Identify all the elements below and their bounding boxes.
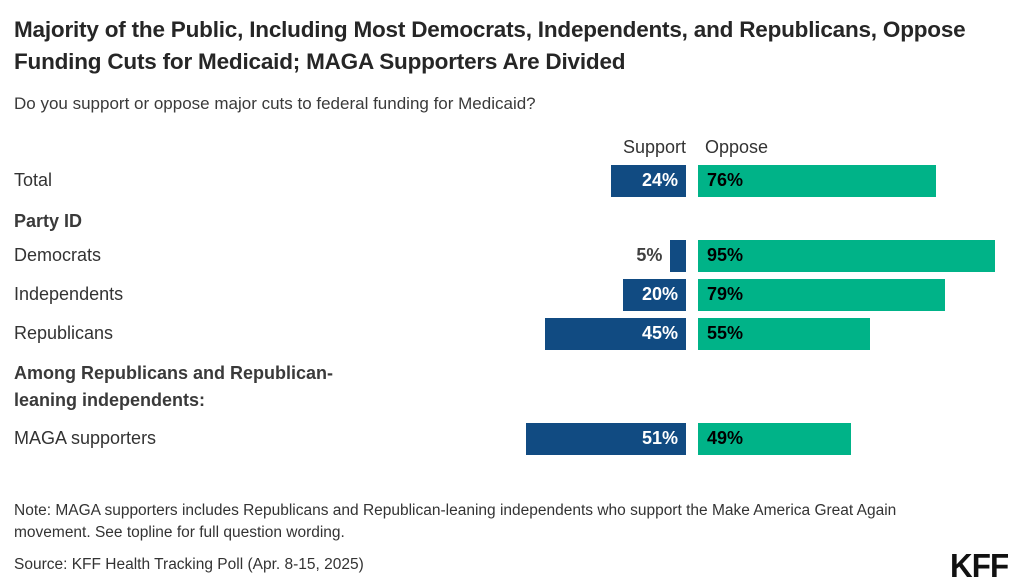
- support-cell: 24%: [373, 164, 686, 197]
- oppose-bar: 49%: [698, 422, 852, 455]
- series-label-support: Support: [622, 136, 686, 157]
- chart-title: Majority of the Public, Including Most D…: [14, 17, 966, 74]
- chart-bar-row: Total 24% 76%: [14, 164, 1011, 197]
- support-value: 51%: [641, 428, 678, 449]
- oppose-bar: 95%: [698, 239, 996, 272]
- support-bar: 24%: [610, 164, 686, 197]
- row-label: Independents: [14, 284, 124, 305]
- support-cell: 5%: [373, 239, 686, 272]
- oppose-value: 55%: [707, 323, 744, 344]
- section-label: Among Republicans and Republican-leaning…: [14, 362, 334, 410]
- support-cell: 51%: [373, 422, 686, 455]
- oppose-bar: 79%: [698, 278, 946, 311]
- support-value: 20%: [641, 284, 678, 305]
- support-bar: 45%: [545, 317, 686, 350]
- support-cell: 20%: [373, 278, 686, 311]
- chart-source: Source: KFF Health Tracking Poll (Apr. 8…: [14, 556, 364, 574]
- chart-note: Note: MAGA supporters includes Republica…: [14, 501, 897, 541]
- oppose-bar: 76%: [698, 164, 936, 197]
- oppose-cell: 76%: [698, 164, 1011, 197]
- support-bar: 20%: [623, 278, 686, 311]
- oppose-value: 95%: [707, 245, 744, 266]
- support-cell: 45%: [373, 317, 686, 350]
- oppose-cell: 79%: [698, 278, 1011, 311]
- row-label: MAGA supporters: [14, 428, 157, 449]
- support-bar: 51%: [526, 422, 686, 455]
- support-value: 45%: [641, 323, 678, 344]
- chart-section-row: Party ID: [14, 204, 1011, 240]
- kff-logo: KFF: [949, 546, 1009, 584]
- support-bar: [670, 239, 686, 272]
- chart-bar-row: Republicans 45% 55%: [14, 317, 1011, 350]
- row-label: Democrats: [14, 245, 102, 266]
- oppose-cell: 95%: [698, 239, 1011, 272]
- chart-bar-row: MAGA supporters 51% 49%: [14, 422, 1011, 455]
- chart-bar-row: Democrats 5% 95%: [14, 239, 1011, 272]
- support-value-outside: 5%: [636, 245, 663, 266]
- row-label: Total: [14, 170, 53, 191]
- oppose-bar: 55%: [698, 317, 871, 350]
- chart-rows: Total 24% 76% Party ID Democrats 5% 95: [14, 164, 1011, 455]
- support-value: 24%: [641, 170, 678, 191]
- section-label: Party ID: [14, 211, 83, 232]
- row-label: Republicans: [14, 323, 114, 344]
- series-label-oppose: Oppose: [705, 136, 769, 157]
- oppose-value: 79%: [707, 284, 744, 305]
- chart-section-row: Among Republicans and Republican-leaning…: [14, 357, 1011, 418]
- series-header-row: Support Oppose: [14, 134, 1011, 158]
- oppose-cell: 55%: [698, 317, 1011, 350]
- oppose-value: 49%: [707, 428, 744, 449]
- oppose-cell: 49%: [698, 422, 1011, 455]
- oppose-value: 76%: [707, 170, 744, 191]
- chart-subtitle: Do you support or oppose major cuts to f…: [14, 94, 536, 113]
- footer-row: Source: KFF Health Tracking Poll (Apr. 8…: [14, 549, 1011, 582]
- chart-bar-row: Independents 20% 79%: [14, 278, 1011, 311]
